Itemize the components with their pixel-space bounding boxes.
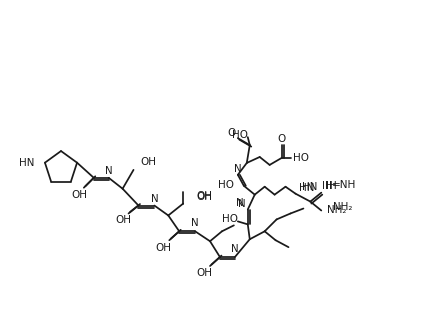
Text: HN: HN bbox=[19, 158, 34, 168]
Text: HN: HN bbox=[302, 182, 317, 192]
Text: HO: HO bbox=[222, 215, 237, 224]
Text: N: N bbox=[233, 164, 241, 174]
Text: OH: OH bbox=[71, 190, 86, 200]
Text: OH: OH bbox=[140, 157, 156, 167]
Text: HO: HO bbox=[231, 130, 247, 140]
Text: O: O bbox=[277, 134, 285, 144]
Text: O: O bbox=[227, 128, 236, 138]
Text: N: N bbox=[237, 199, 245, 209]
Text: N: N bbox=[191, 218, 199, 228]
Text: HN: HN bbox=[299, 183, 314, 193]
Text: NH₂: NH₂ bbox=[326, 206, 346, 215]
Text: OH: OH bbox=[196, 268, 212, 278]
Text: OH: OH bbox=[196, 192, 212, 202]
Text: N: N bbox=[230, 244, 238, 254]
Text: IH: IH bbox=[322, 181, 332, 191]
Text: =NH: =NH bbox=[331, 180, 356, 190]
Text: N: N bbox=[105, 166, 112, 176]
Text: OH: OH bbox=[115, 215, 131, 225]
Text: HO: HO bbox=[217, 180, 233, 190]
Text: HO: HO bbox=[293, 153, 309, 163]
Text: OH: OH bbox=[155, 243, 171, 253]
Text: NH₂: NH₂ bbox=[332, 202, 352, 211]
Text: N: N bbox=[236, 197, 243, 208]
Text: IH: IH bbox=[325, 181, 336, 191]
Text: N: N bbox=[150, 194, 158, 204]
Text: OH: OH bbox=[196, 191, 212, 201]
